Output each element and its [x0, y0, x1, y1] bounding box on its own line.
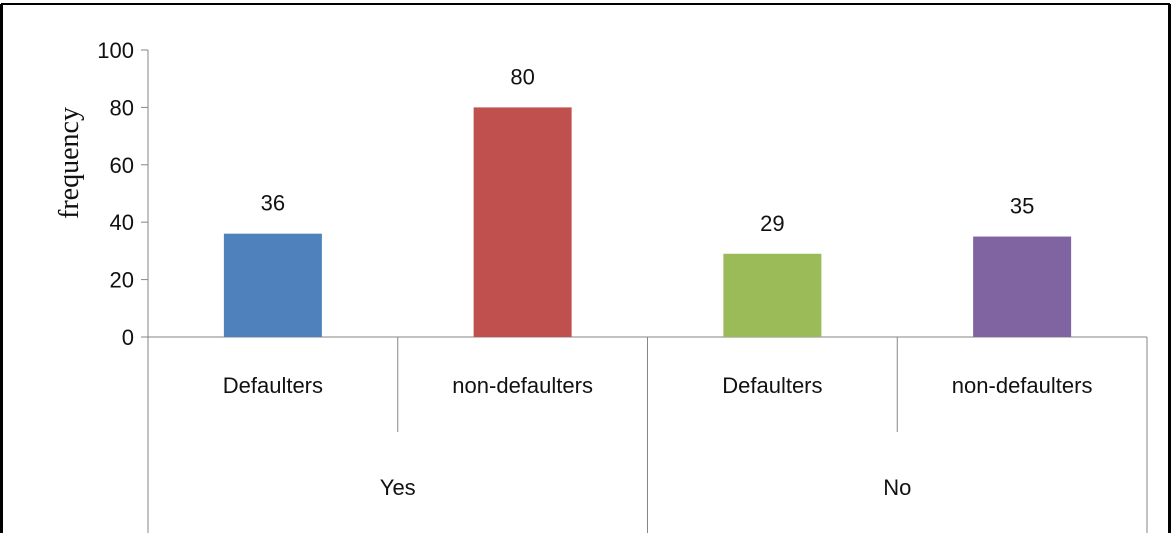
bar-yes-non-defaulters [473, 107, 572, 338]
group-label: Yes [380, 475, 416, 500]
category-label: non-defaulters [952, 373, 1093, 398]
data-label: 29 [760, 211, 784, 236]
bar-yes-defaulters [223, 233, 322, 337]
data-label: 36 [261, 191, 285, 216]
y-tick-label: 20 [110, 268, 134, 293]
category-label: Defaulters [223, 373, 323, 398]
y-tick-label: 60 [110, 153, 134, 178]
bar-no-defaulters [723, 253, 822, 337]
y-tick-label: 80 [110, 95, 134, 120]
category-label: Defaulters [722, 373, 822, 398]
group-label: No [883, 475, 911, 500]
y-tick-label: 100 [97, 38, 134, 63]
data-label: 80 [510, 64, 534, 89]
category-label: non-defaulters [452, 373, 593, 398]
bar-no-non-defaulters [973, 236, 1072, 337]
y-tick-label: 40 [110, 210, 134, 235]
data-label: 35 [1010, 194, 1034, 219]
y-tick-label: 0 [122, 325, 134, 350]
y-axis-label: frequency [54, 107, 85, 219]
